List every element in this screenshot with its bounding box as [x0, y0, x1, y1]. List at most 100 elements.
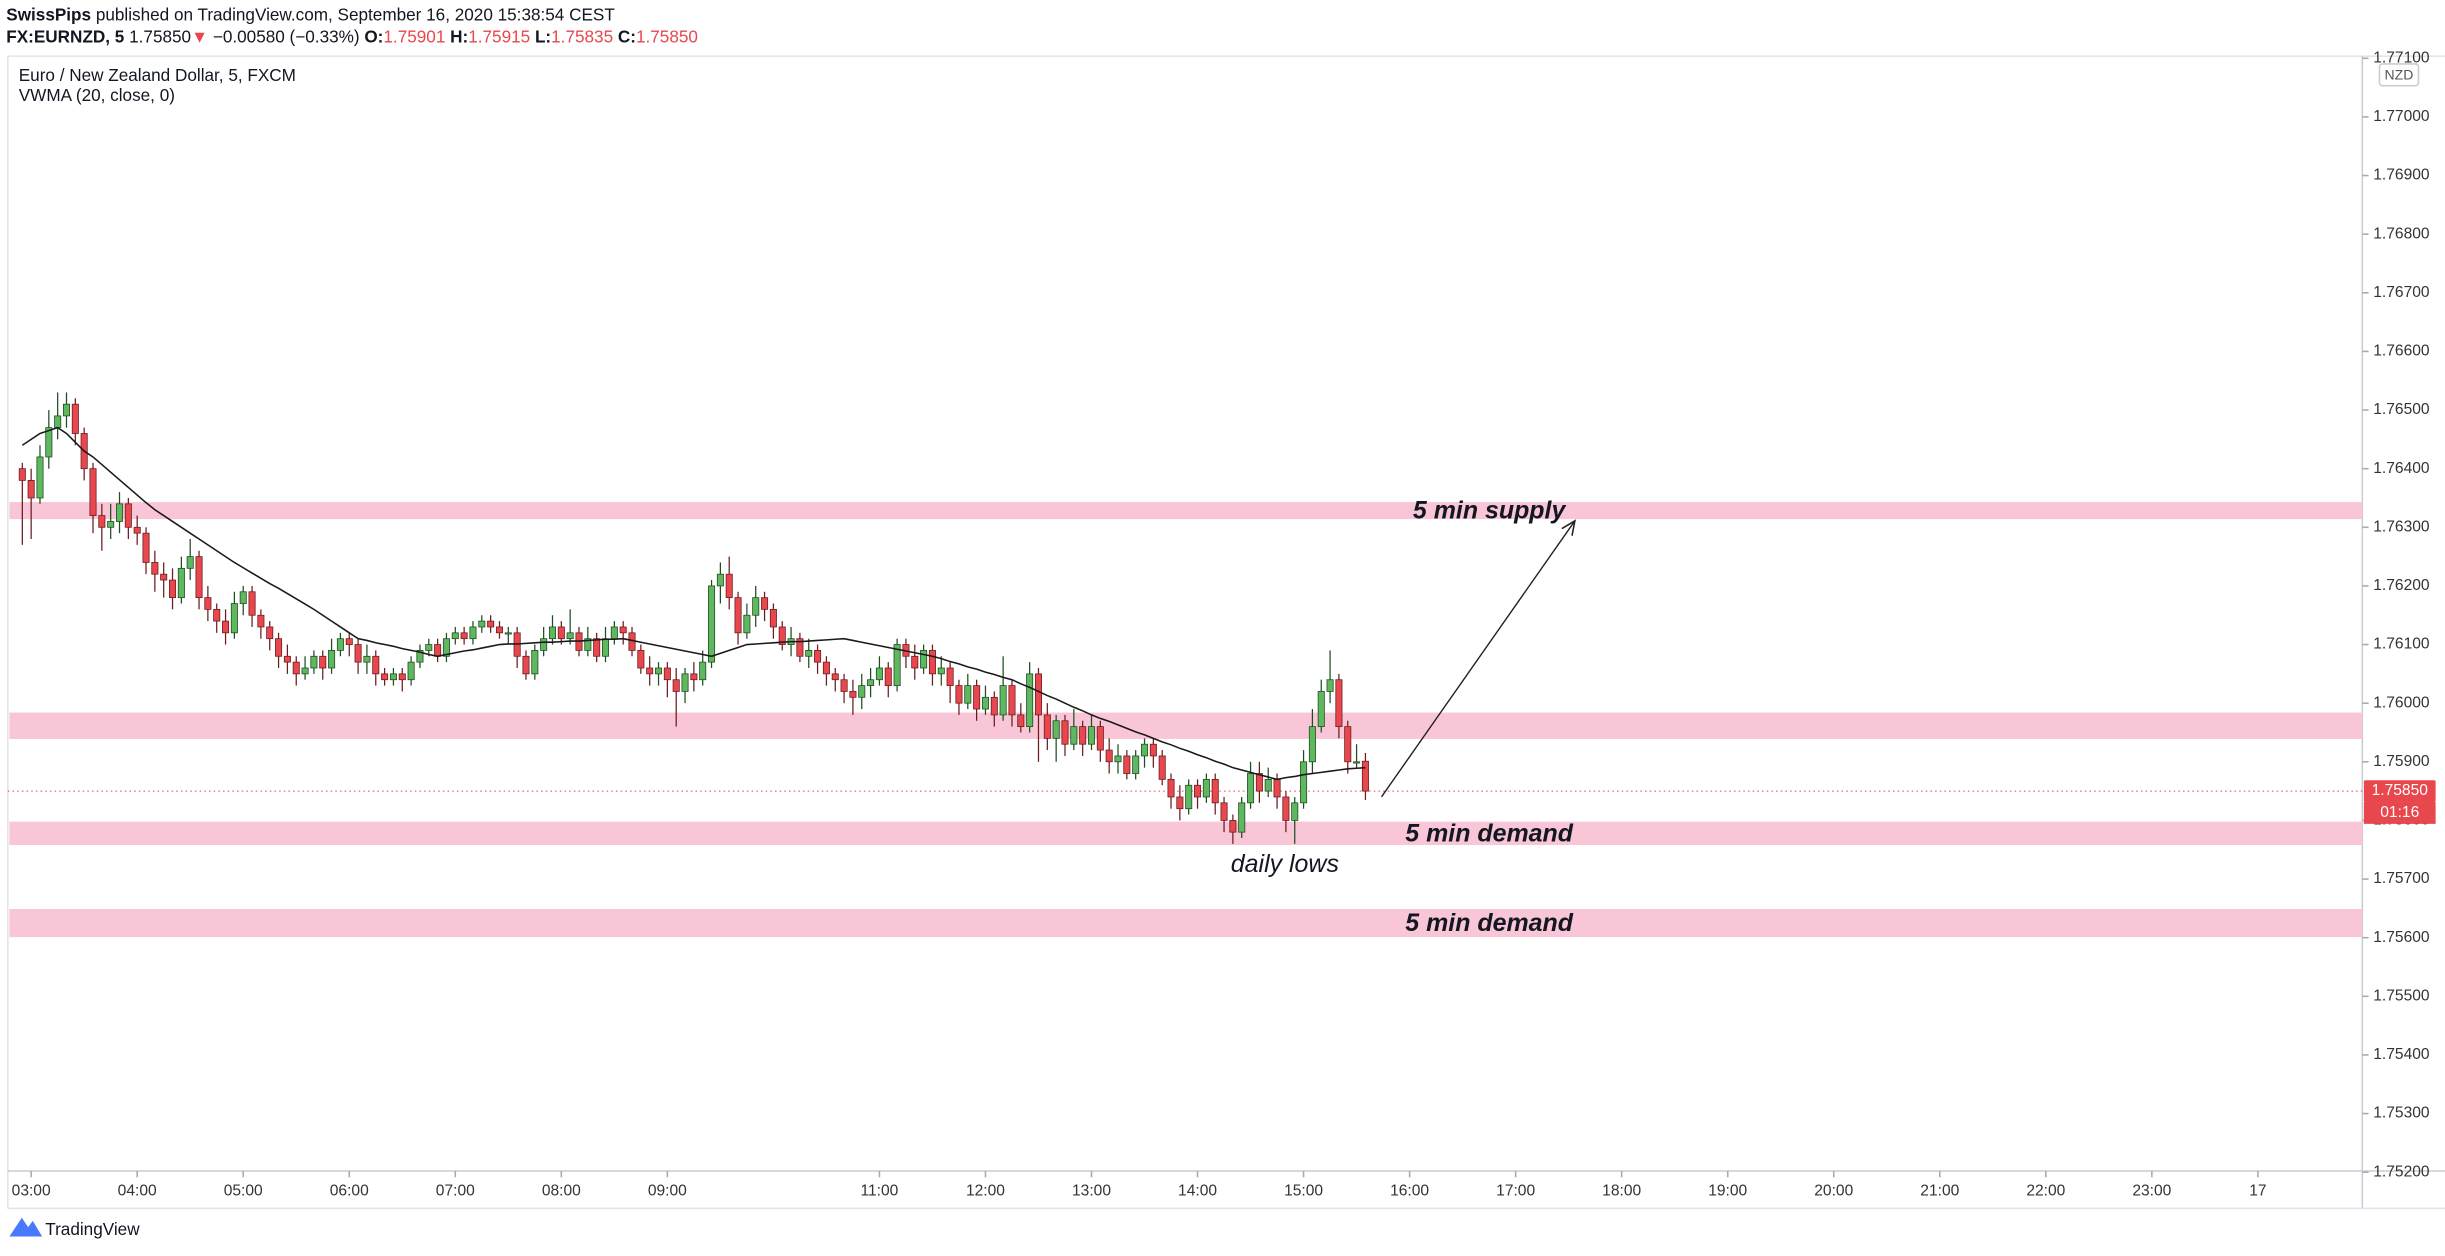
candle-body	[663, 667, 671, 681]
x-tick-label: 19:00	[1708, 1182, 1747, 1199]
ohlc-label: C:	[618, 26, 636, 46]
candle-body	[610, 626, 618, 640]
candle-body	[62, 403, 71, 417]
candle-body	[442, 638, 450, 657]
candle-body	[955, 685, 963, 704]
candle-body	[1149, 743, 1157, 757]
candle-body	[1273, 779, 1281, 798]
zone-label: 5 min demand	[1405, 819, 1573, 847]
candle-body	[1264, 779, 1272, 792]
candle-body	[204, 597, 212, 610]
candle-body	[796, 638, 804, 657]
candle-body	[27, 480, 35, 499]
candle-body	[699, 661, 707, 681]
candle-body	[1282, 796, 1290, 821]
candle-body	[177, 567, 185, 599]
y-tick-label: 1.75200	[2373, 1163, 2430, 1180]
candle-body	[416, 650, 424, 663]
x-tick-label: 21:00	[1920, 1182, 1959, 1199]
candle-body	[98, 515, 106, 528]
ohlc-label: L:	[535, 26, 551, 46]
candle-body	[310, 655, 318, 669]
candle-body	[1300, 761, 1308, 804]
candle-body	[593, 638, 601, 657]
candle-body	[1317, 691, 1325, 728]
x-tick-label: 07:00	[436, 1182, 475, 1199]
candle-body	[36, 456, 44, 499]
candle-body	[920, 650, 928, 669]
candle-body	[681, 673, 689, 692]
candle-body	[946, 667, 954, 686]
candle-body	[1220, 802, 1228, 821]
candle-body	[1194, 784, 1202, 798]
candle-body	[761, 597, 769, 610]
candle-body	[1034, 673, 1042, 716]
candle-body	[292, 661, 300, 675]
candle-body	[566, 632, 574, 640]
candle-body	[1202, 779, 1210, 798]
candle-body	[1052, 720, 1060, 739]
candle-body	[1185, 784, 1193, 810]
candle-body	[964, 685, 972, 704]
candle-body	[990, 696, 998, 716]
x-tick-label: 15:00	[1284, 1182, 1323, 1199]
candle-body	[1335, 679, 1343, 728]
candle-body	[1105, 749, 1113, 763]
candle-body	[301, 667, 309, 675]
chart-title: Euro / New Zealand Dollar, 5, FXCM	[19, 65, 296, 85]
candle-body	[778, 626, 786, 645]
candle-body	[1026, 673, 1034, 728]
header-line-1: SwissPips published on TradingView.com, …	[6, 4, 615, 24]
change: −0.00580 (−0.33%)	[213, 26, 360, 46]
y-tick-label: 1.76100	[2373, 636, 2430, 653]
arrow	[1380, 521, 1575, 798]
indicator-name: VWMA (20, close, 0)	[19, 85, 175, 105]
x-tick-label: 05:00	[224, 1182, 263, 1199]
candle-body	[248, 591, 256, 616]
candle-body	[257, 614, 265, 628]
candle-body	[1211, 779, 1219, 804]
candle-body	[814, 650, 822, 663]
candle-body	[1158, 755, 1166, 780]
y-tick-label: 1.75300	[2373, 1105, 2430, 1122]
candle-body	[1132, 755, 1140, 774]
candle-body	[275, 638, 283, 657]
logo	[9, 1217, 43, 1237]
y-tick-label: 1.76400	[2373, 460, 2430, 477]
candle-body	[116, 503, 124, 522]
candle-body	[345, 638, 353, 645]
candle-body	[319, 655, 327, 669]
candle-body	[1070, 726, 1078, 745]
countdown-tag	[2363, 802, 2436, 824]
candle-body	[734, 597, 742, 634]
zone	[9, 502, 2363, 520]
candle-body	[1308, 726, 1316, 763]
candle-body	[469, 626, 477, 640]
candle-body	[1291, 802, 1299, 821]
x-tick-label: 12:00	[966, 1182, 1005, 1199]
candle-body	[849, 691, 857, 698]
candle-body	[478, 620, 486, 628]
candle-body	[169, 579, 177, 599]
y-tick-label: 1.75400	[2373, 1046, 2430, 1063]
candle-body	[1238, 802, 1246, 833]
candle-body	[89, 468, 97, 516]
candle-body	[363, 655, 371, 663]
candle-body	[451, 632, 459, 640]
candle-body	[769, 608, 777, 628]
candle-body	[655, 667, 663, 675]
footer: TradingView	[45, 1219, 140, 1239]
candle-body	[425, 644, 433, 651]
candle-body	[195, 556, 203, 599]
candle-body	[646, 667, 654, 675]
candle-body	[186, 556, 194, 569]
candle-body	[884, 667, 892, 686]
candle-body	[336, 638, 344, 651]
candle-body	[672, 679, 680, 692]
candle-body	[831, 673, 839, 681]
candle-body	[142, 532, 150, 563]
candle-body	[1017, 714, 1025, 728]
x-tick-label: 22:00	[2026, 1182, 2065, 1199]
price: 1.75850	[129, 26, 191, 46]
